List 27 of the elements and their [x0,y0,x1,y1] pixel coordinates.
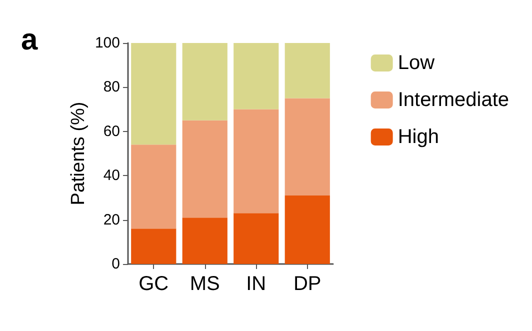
x-tick-label: GC [138,273,169,295]
bar [131,144,176,229]
y-tick-label: 40 [103,167,120,184]
x-tick-label: IN [246,273,266,295]
y-tick-label: 60 [103,122,120,140]
legend-label: Low [398,52,436,74]
bar [182,218,228,264]
bar [182,43,228,120]
bar [234,109,279,214]
x-tick-label: DP [293,273,322,295]
bar [234,43,279,110]
bar [182,120,228,218]
legend-label: High [398,126,439,148]
y-tick-label: 0 [112,256,120,272]
y-tick-label: 20 [103,211,120,228]
bar [284,43,330,98]
bar [284,195,330,264]
chart-title: a [21,24,38,56]
bar [131,228,176,264]
y-axis-title: Patients (%) [68,102,89,206]
y-tick-label: 80 [103,78,120,96]
x-tick-label: MS [190,273,220,295]
legend-label: Intermediate [398,89,509,111]
bar [284,98,330,196]
bar [131,43,176,145]
y-tick-label: 100 [94,34,120,52]
bar [234,213,279,264]
